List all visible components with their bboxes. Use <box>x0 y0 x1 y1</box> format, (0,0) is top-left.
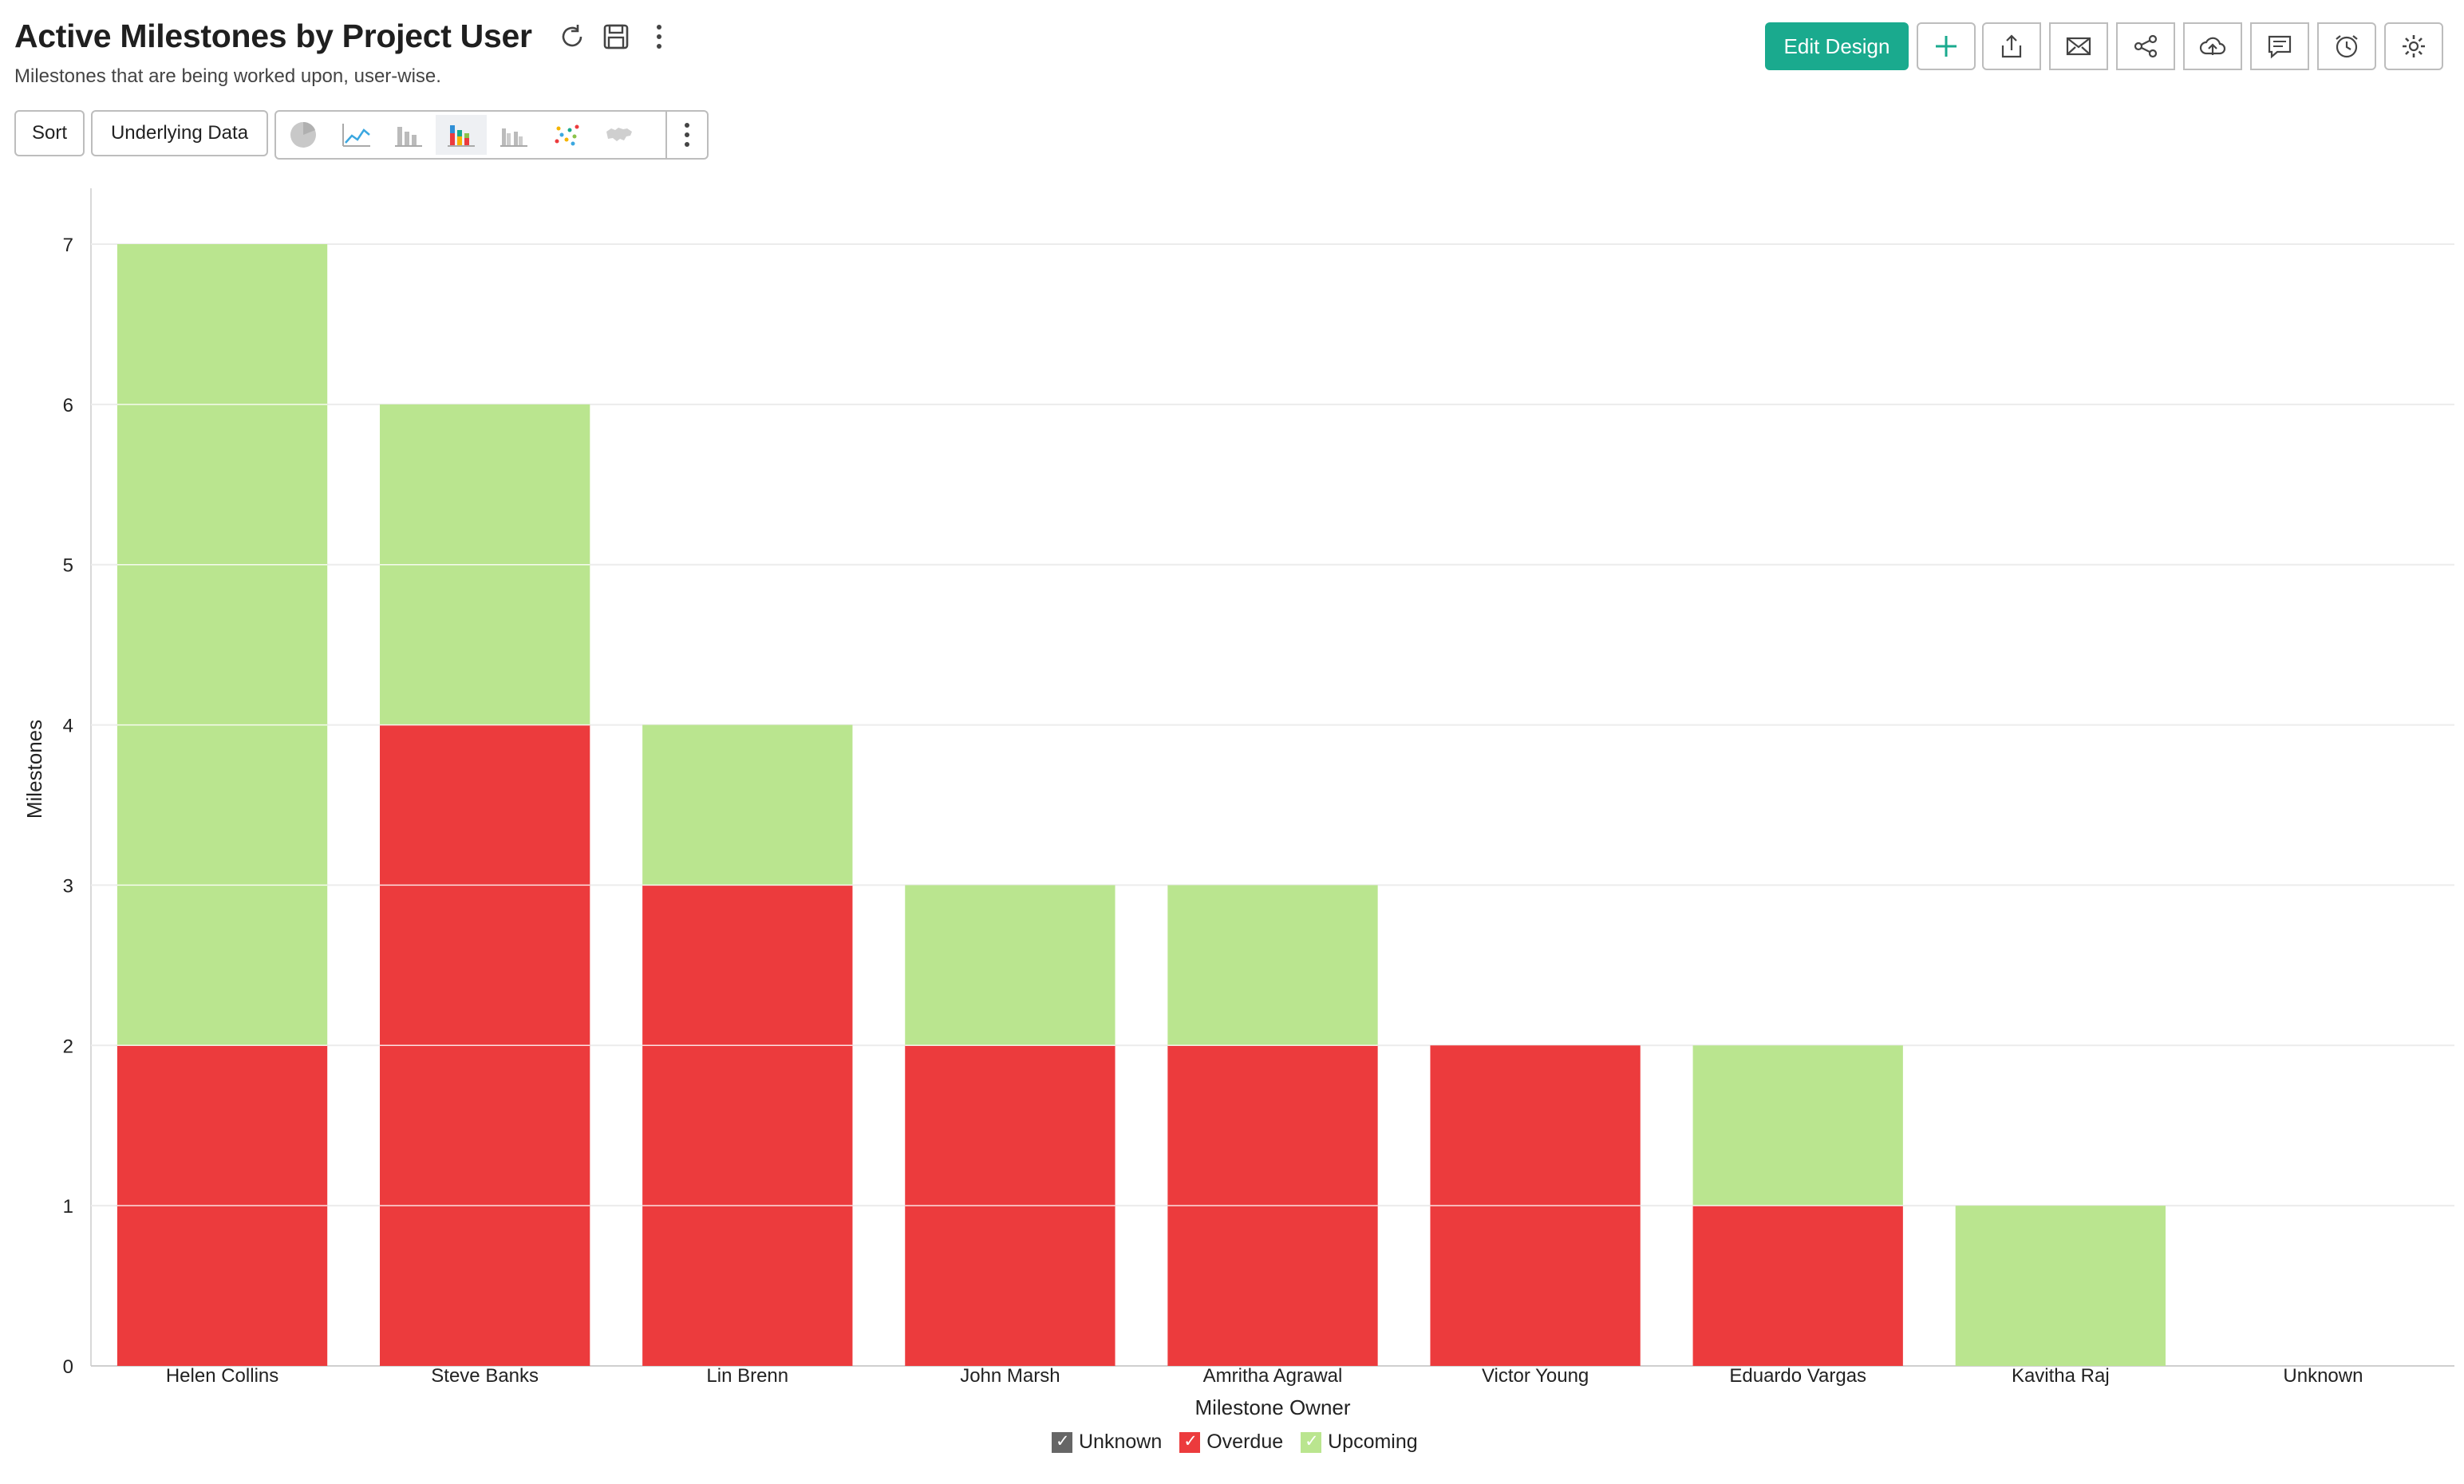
bar-segment <box>116 244 328 1046</box>
x-tick-label: Unknown <box>2283 1365 2363 1387</box>
x-tick-label: Eduardo Vargas <box>1729 1365 1866 1387</box>
bar-segment <box>1955 1206 2166 1366</box>
legend-item[interactable]: ✓ Unknown <box>1052 1430 1162 1454</box>
x-tick-label: Amritha Agrawal <box>1203 1365 1343 1387</box>
share-icon[interactable] <box>2116 22 2175 70</box>
publish-icon[interactable] <box>2183 22 2242 70</box>
x-tick-label: Victor Young <box>1482 1365 1589 1387</box>
legend-item[interactable]: ✓ Upcoming <box>1301 1430 1418 1454</box>
y-tick-label: 1 <box>63 1196 73 1218</box>
settings-icon[interactable] <box>2384 22 2443 70</box>
chart-legend: ✓ Unknown ✓ Overdue ✓ Upcoming <box>1052 1430 1435 1457</box>
bar-segment <box>1167 885 1378 1046</box>
x-tick-label: Helen Collins <box>166 1365 278 1387</box>
scatter-chart-icon[interactable] <box>541 115 592 155</box>
legend-checkbox-icon[interactable]: ✓ <box>1179 1431 1201 1453</box>
legend-label: Upcoming <box>1328 1431 1418 1454</box>
y-tick-label: 2 <box>63 1036 73 1057</box>
title-actions <box>556 21 683 53</box>
y-axis-title: Milestones <box>22 720 46 819</box>
y-tick-label: 4 <box>63 716 73 737</box>
more-vertical-icon[interactable] <box>643 21 675 53</box>
bar-segment <box>642 724 853 886</box>
y-tick-label: 5 <box>63 555 73 577</box>
edit-design-button[interactable]: Edit Design <box>1765 22 1909 70</box>
map-chart-icon[interactable] <box>594 115 645 155</box>
y-tick-label: 0 <box>63 1356 73 1378</box>
plus-icon[interactable] <box>1917 22 1976 70</box>
report-header: Active Milestones by Project User <box>14 18 683 55</box>
grouped-bar-chart-icon[interactable] <box>488 115 539 155</box>
page-subtitle: Milestones that are being worked upon, u… <box>14 65 441 87</box>
report-actions: Edit Design <box>1765 22 2453 72</box>
alarm-icon[interactable] <box>2317 22 2376 70</box>
comment-icon[interactable] <box>2250 22 2309 70</box>
y-tick-label: 7 <box>63 235 73 256</box>
bar-segment <box>905 885 1116 1046</box>
y-tick-label: 3 <box>63 875 73 897</box>
chart-type-switcher <box>274 110 709 160</box>
x-tick-label: Lin Brenn <box>706 1365 788 1387</box>
bar-segment <box>1692 1206 1903 1366</box>
export-icon[interactable] <box>1982 22 2041 70</box>
line-chart-icon[interactable] <box>330 115 381 155</box>
x-tick-label: Kavitha Raj <box>2012 1365 2110 1387</box>
sort-button[interactable]: Sort <box>14 110 85 156</box>
x-tick-label: Steve Banks <box>431 1365 539 1387</box>
bar-segment <box>1692 1045 1903 1206</box>
chart-type-more-icon[interactable] <box>665 112 707 158</box>
legend-item[interactable]: ✓ Overdue <box>1179 1430 1283 1454</box>
email-icon[interactable] <box>2049 22 2108 70</box>
page-title: Active Milestones by Project User <box>14 18 532 54</box>
save-icon[interactable] <box>600 21 632 53</box>
refresh-icon[interactable] <box>556 21 588 53</box>
legend-checkbox-icon[interactable]: ✓ <box>1301 1431 1322 1453</box>
y-tick-label: 6 <box>63 395 73 416</box>
x-axis-title: Milestone Owner <box>1194 1395 1350 1419</box>
legend-label: Overdue <box>1206 1431 1284 1454</box>
pie-chart-icon[interactable] <box>278 115 329 155</box>
stacked-bar-chart-icon[interactable] <box>436 115 487 155</box>
legend-checkbox-icon[interactable]: ✓ <box>1052 1431 1072 1453</box>
underlying-data-button[interactable]: Underlying Data <box>91 110 268 156</box>
legend-label: Unknown <box>1079 1431 1163 1454</box>
x-tick-label: John Marsh <box>960 1365 1060 1387</box>
bar-chart-icon[interactable] <box>383 115 434 155</box>
bar-segment <box>642 885 853 1366</box>
